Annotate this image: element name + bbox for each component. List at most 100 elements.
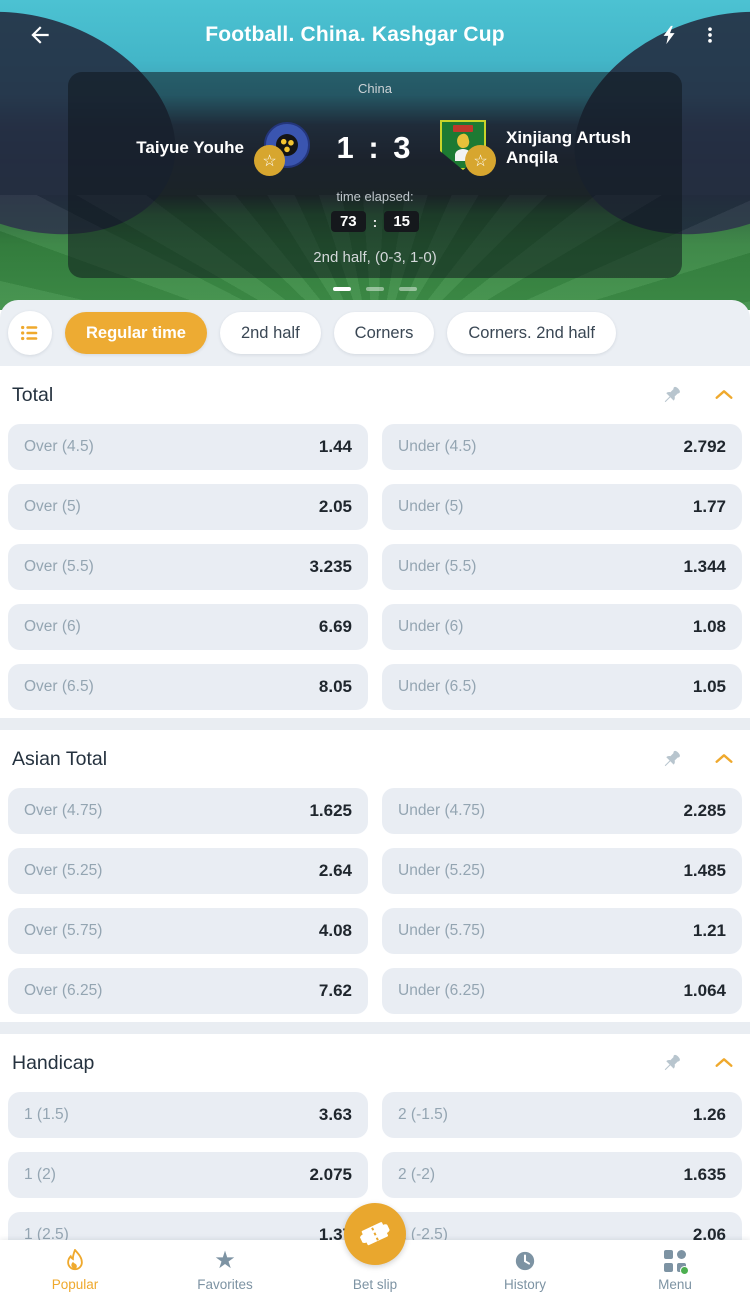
odds-cell[interactable]: 2 (-2) 1.635: [382, 1152, 742, 1198]
odds-label: 2 (-2.5): [398, 1226, 448, 1243]
nav-menu[interactable]: Menu: [600, 1240, 750, 1303]
odds-label: Under (5): [398, 498, 464, 515]
odds-grid: Over (4.5) 1.44 Under (4.5) 2.792 Over (5)…: [0, 424, 750, 718]
odds-cell[interactable]: Under (5) 1.77: [382, 484, 742, 530]
odds-label: Over (4.5): [24, 438, 94, 455]
more-options-button[interactable]: [690, 15, 730, 55]
odds-cell[interactable]: Over (5.75) 4.08: [8, 908, 368, 954]
away-team-name: Xinjiang Artush Anqila: [506, 128, 631, 167]
carousel-dot-3[interactable]: [399, 287, 417, 291]
market-list-button[interactable]: [8, 311, 52, 355]
kebab-menu-icon: [708, 27, 712, 43]
odds-label: 2 (-1.5): [398, 1106, 448, 1123]
bet-slip-fab[interactable]: [344, 1203, 406, 1265]
grid-menu-icon: [664, 1249, 689, 1275]
nav-favorites[interactable]: ★ Favorites: [150, 1240, 300, 1303]
market-title: Total: [12, 383, 54, 406]
odds-cell[interactable]: Over (4.5) 1.44: [8, 424, 368, 470]
nav-popular[interactable]: Popular: [0, 1240, 150, 1303]
filter-tab-2nd-half[interactable]: 2nd half: [219, 312, 321, 354]
odds-value: 1.05: [692, 677, 726, 696]
collapse-market-button[interactable]: [712, 383, 736, 407]
nav-label: Menu: [658, 1277, 692, 1292]
collapse-market-button[interactable]: [712, 747, 736, 771]
nav-history[interactable]: History: [450, 1240, 600, 1303]
pin-market-button[interactable]: [660, 1051, 684, 1075]
odds-cell[interactable]: Over (5) 2.05: [8, 484, 368, 530]
page-title: Football. China. Kashgar Cup: [205, 23, 505, 46]
odds-label: Over (6.5): [24, 678, 94, 695]
odds-value: 2.792: [683, 437, 726, 456]
clock-icon: [514, 1249, 536, 1273]
nav-bet-slip[interactable]: Bet slip: [300, 1203, 450, 1303]
odds-value: 3.235: [309, 557, 352, 576]
scoreboard-carousel-dots[interactable]: [0, 287, 750, 291]
odds-cell[interactable]: Under (5.75) 1.21: [382, 908, 742, 954]
pin-market-button[interactable]: [660, 383, 684, 407]
collapse-market-button[interactable]: [712, 1051, 736, 1075]
ticket-icon: [359, 1222, 390, 1246]
odds-cell[interactable]: Under (4.75) 2.285: [382, 788, 742, 834]
clock-colon: :: [372, 213, 378, 230]
bottom-navigation: Popular ★ Favorites Bet slip History: [0, 1203, 750, 1303]
odds-cell[interactable]: Under (6.5) 1.05: [382, 664, 742, 710]
odds-label: Over (5.75): [24, 922, 103, 939]
carousel-dot-1[interactable]: [333, 287, 351, 291]
section-divider: [0, 1022, 750, 1034]
odds-cell[interactable]: Over (6) 6.69: [8, 604, 368, 650]
odds-cell[interactable]: Over (5.5) 3.235: [8, 544, 368, 590]
teams-row: Taiyue Youhe ☆ 1 : 3 ☆: [68, 120, 682, 176]
odds-value: 1.064: [683, 981, 726, 1000]
filter-tab-regular-time[interactable]: Regular time: [65, 312, 207, 354]
odds-cell[interactable]: Under (6) 1.08: [382, 604, 742, 650]
odds-value: 4.08: [318, 921, 352, 940]
pin-market-button[interactable]: [660, 747, 684, 771]
odds-cell[interactable]: Over (4.75) 1.625: [8, 788, 368, 834]
odds-value: 1.635: [683, 1165, 726, 1184]
odds-cell[interactable]: 2 (-1.5) 1.26: [382, 1092, 742, 1138]
carousel-dot-2[interactable]: [366, 287, 384, 291]
odds-label: Over (5.25): [24, 862, 103, 879]
filter-tab-corners-2nd-half[interactable]: Corners. 2nd half: [447, 312, 616, 354]
odds-label: Under (6.5): [398, 678, 477, 695]
chevron-up-icon: [715, 390, 733, 399]
odds-value: 1.625: [309, 801, 352, 820]
match-score: 1 : 3: [336, 130, 414, 165]
match-clock: 73 : 15: [68, 211, 682, 232]
odds-cell[interactable]: 1 (2) 2.075: [8, 1152, 368, 1198]
odds-cell[interactable]: Under (6.25) 1.064: [382, 968, 742, 1014]
odds-cell[interactable]: Over (6.25) 7.62: [8, 968, 368, 1014]
odds-value: 3.63: [318, 1105, 352, 1124]
odds-grid: Over (4.75) 1.625 Under (4.75) 2.285 Over …: [0, 788, 750, 1022]
odds-cell[interactable]: Under (5.5) 1.344: [382, 544, 742, 590]
star-icon: ★: [214, 1247, 236, 1274]
league-label: China: [358, 81, 392, 96]
odds-value: 8.05: [318, 677, 352, 696]
odds-value: 2.285: [683, 801, 726, 820]
clock-seconds: 15: [384, 211, 420, 232]
filter-tab-corners[interactable]: Corners: [333, 312, 435, 354]
notification-dot: [680, 1266, 689, 1275]
back-button[interactable]: [20, 15, 60, 55]
odds-label: 1 (2): [24, 1166, 56, 1183]
odds-value: 1.21: [692, 921, 726, 940]
odds-label: Under (5.75): [398, 922, 486, 939]
away-team-star-badge: ☆: [465, 145, 496, 176]
odds-cell[interactable]: Over (5.25) 2.64: [8, 848, 368, 894]
odds-cell[interactable]: Over (6.5) 8.05: [8, 664, 368, 710]
market-header: Handicap: [0, 1034, 750, 1092]
away-team-logo: ☆: [440, 120, 496, 176]
odds-value: 2.64: [318, 861, 352, 880]
chevron-up-icon: [715, 1058, 733, 1067]
odds-cell[interactable]: Under (4.5) 2.792: [382, 424, 742, 470]
quick-bet-button[interactable]: [650, 15, 690, 55]
odds-label: Under (6.25): [398, 982, 486, 999]
market-header: Asian Total: [0, 730, 750, 788]
away-team: ☆ Xinjiang Artush Anqila: [440, 120, 674, 176]
odds-label: Under (4.75): [398, 802, 486, 819]
section-divider: [0, 718, 750, 730]
time-elapsed-label: time elapsed:: [336, 189, 414, 204]
odds-cell[interactable]: 1 (1.5) 3.63: [8, 1092, 368, 1138]
odds-cell[interactable]: Under (5.25) 1.485: [382, 848, 742, 894]
